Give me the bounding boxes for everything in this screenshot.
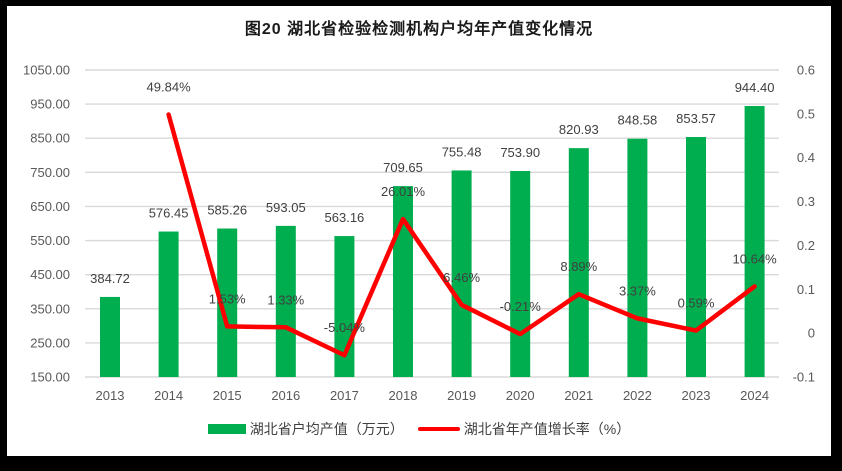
line-value-label: -0.21% bbox=[500, 299, 542, 314]
legend: 湖北省户均产值（万元） 湖北省年产值增长率（%） bbox=[7, 419, 831, 439]
right-axis-tick: -0.1 bbox=[793, 370, 815, 385]
legend-entry-line: 湖北省年产值增长率（%） bbox=[417, 419, 631, 439]
right-axis-tick: 0.1 bbox=[797, 282, 815, 297]
line-value-label: -5.04% bbox=[324, 320, 366, 335]
bar-value-label: 753.90 bbox=[500, 145, 540, 160]
line-series-swatch bbox=[417, 427, 460, 431]
bar-series-label: 湖北省户均产值（万元） bbox=[249, 421, 404, 437]
bar-value-label: 585.26 bbox=[207, 203, 247, 218]
bar-2022 bbox=[627, 138, 648, 377]
growth-rate-line bbox=[166, 112, 757, 358]
left-axis-tick: 850.00 bbox=[30, 131, 70, 146]
bar-2019 bbox=[451, 170, 472, 377]
line-value-label: 8.89% bbox=[560, 259, 597, 274]
right-axis-tick: 0.4 bbox=[797, 150, 815, 165]
line-value-label: 0.59% bbox=[678, 296, 715, 311]
bar-2014 bbox=[158, 231, 179, 377]
x-axis-label: 2015 bbox=[213, 388, 242, 403]
x-axis-label: 2016 bbox=[271, 388, 300, 403]
chart-frame: 图20 湖北省检验检测机构户均年产值变化情况 1050.00 950.00 850.… bbox=[7, 6, 831, 456]
bar-2015 bbox=[217, 228, 238, 377]
line-value-label: 3.37% bbox=[619, 283, 656, 298]
legend-entry-bar: 湖北省户均产值（万元） bbox=[207, 419, 404, 439]
bar-2023 bbox=[686, 137, 706, 377]
bar-value-label: 944.40 bbox=[735, 80, 775, 95]
x-axis-label: 2024 bbox=[740, 388, 769, 403]
left-axis-tick: 950.00 bbox=[30, 97, 70, 112]
bar-value-label: 563.16 bbox=[325, 210, 365, 225]
bar-series-swatch bbox=[207, 424, 246, 434]
bar-value-label: 853.57 bbox=[676, 111, 716, 126]
line-value-label: 26.01% bbox=[381, 184, 426, 199]
line-value-label: 6.46% bbox=[443, 270, 480, 285]
left-axis-tick: 1050.00 bbox=[23, 63, 70, 78]
left-axis-tick: 250.00 bbox=[30, 335, 70, 350]
left-axis-tick: 450.00 bbox=[30, 267, 70, 282]
bar-2020 bbox=[510, 171, 531, 377]
bar-value-label: 576.45 bbox=[149, 206, 189, 221]
right-axis-tick: 0 bbox=[808, 326, 815, 341]
right-axis-tick: 0.3 bbox=[797, 194, 815, 209]
line-value-label: 10.64% bbox=[733, 251, 778, 266]
bar-2016 bbox=[275, 225, 296, 377]
line-value-label: 1.53% bbox=[209, 291, 246, 306]
right-axis-tick: 0.6 bbox=[797, 63, 815, 78]
left-axis-tick: 350.00 bbox=[30, 301, 70, 316]
bar-value-label: 593.05 bbox=[266, 200, 306, 215]
bar-value-label: 820.93 bbox=[559, 122, 599, 137]
x-axis-label: 2023 bbox=[682, 388, 711, 403]
line-series-label: 湖北省年产值增长率（%） bbox=[463, 421, 631, 437]
bar-value-label: 384.72 bbox=[90, 271, 130, 286]
right-axis-tick: 0.5 bbox=[797, 106, 815, 121]
bar-value-label: 755.48 bbox=[442, 144, 482, 159]
line-value-label: 49.84% bbox=[147, 80, 192, 95]
x-axis-label: 2022 bbox=[623, 388, 652, 403]
chart-canvas: 1050.00 950.00 850.00 750.00 650.00 550.00 450… bbox=[23, 63, 815, 404]
x-axis-label: 2017 bbox=[330, 388, 359, 403]
x-axis-label: 2018 bbox=[389, 388, 418, 403]
left-axis-tick: 650.00 bbox=[30, 199, 70, 214]
left-axis-tick: 550.00 bbox=[30, 233, 70, 248]
bar-2013 bbox=[100, 296, 120, 377]
x-axis-label: 2014 bbox=[154, 388, 183, 403]
x-axis-label: 2013 bbox=[96, 388, 125, 403]
x-axis-label: 2019 bbox=[447, 388, 476, 403]
bar-value-label: 848.58 bbox=[618, 113, 658, 128]
chart-title: 图20 湖北省检验检测机构户均年产值变化情况 bbox=[244, 21, 594, 38]
left-axis-tick: 150.00 bbox=[30, 370, 70, 385]
line-value-label: 1.33% bbox=[267, 292, 304, 307]
bar-2024 bbox=[744, 106, 765, 377]
bar-value-label: 709.65 bbox=[383, 160, 423, 175]
bar-2018 bbox=[393, 186, 413, 377]
right-axis-tick: 0.2 bbox=[797, 238, 815, 253]
x-axis-label: 2021 bbox=[564, 388, 593, 403]
left-axis-tick: 750.00 bbox=[30, 165, 70, 180]
bar-2021 bbox=[568, 148, 589, 377]
x-axis-label: 2020 bbox=[506, 388, 535, 403]
